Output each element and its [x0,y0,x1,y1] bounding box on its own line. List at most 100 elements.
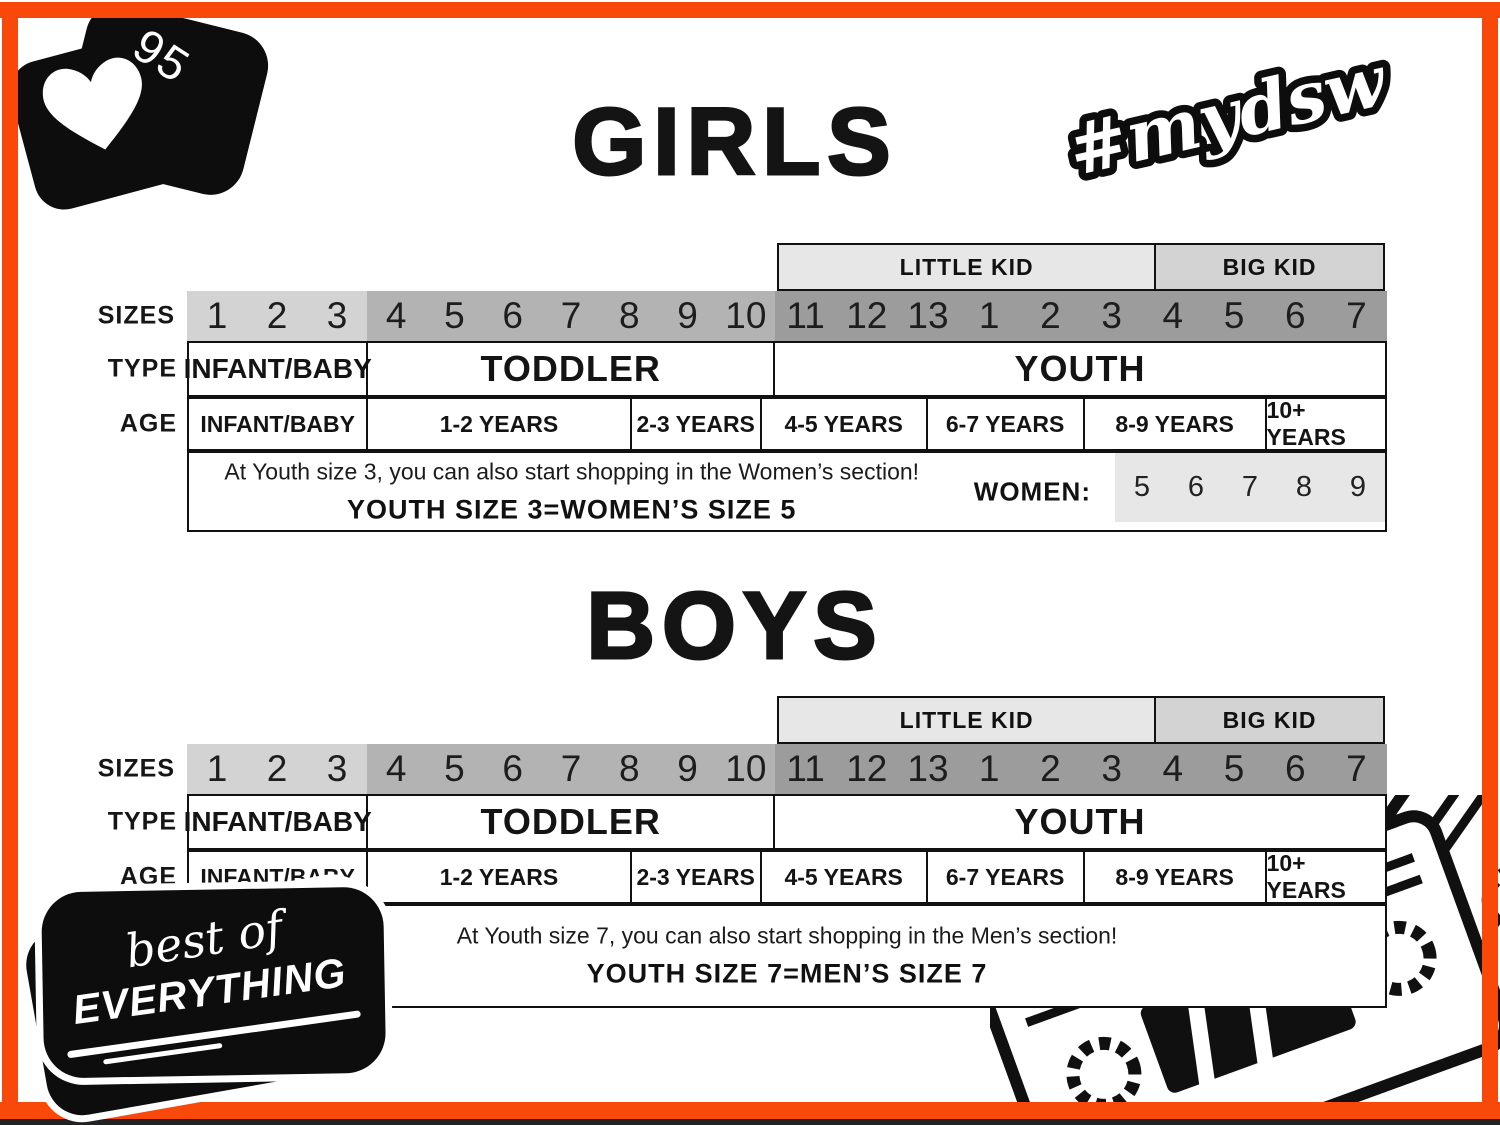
girls-kid-group-row: LITTLE KID BIG KID [187,243,1387,291]
size-cell: 12 [846,295,888,336]
size-cell: 1 [978,295,1000,336]
size-cell: 11 [786,295,825,336]
size-cell: 4 [385,295,407,336]
boys-kid-group-row: LITTLE KID BIG KID [187,696,1387,744]
age-cell: 6-7 YEARS [928,399,1085,449]
size-cell: 13 [907,295,949,336]
women-size-cell: 5 [1133,471,1151,503]
women-size-cell: 7 [1241,471,1259,503]
kid-group-spacer [187,696,777,744]
sizes-row-label: SIZES [97,754,175,783]
age-cell: 4-5 YEARS [762,852,928,902]
mydsw-hashtag-text: #mydsw [1060,38,1395,192]
size-cell: 2 [1040,748,1061,789]
type-cell-youth: YOUTH [1014,348,1146,389]
women-size-cell: 9 [1349,471,1367,503]
size-cell: 6 [502,295,523,336]
size-cell: 1 [206,295,228,336]
size-cell: 5 [444,295,465,336]
boys-note-text: At Youth size 7, you can also start shop… [189,923,1385,990]
girls-note-text: At Youth size 3, you can also start shop… [213,458,931,525]
like-badge: 95 [3,0,276,219]
heart-icon [42,57,142,150]
age-cell: 4-5 YEARS [762,399,928,449]
size-cell: 12 [846,748,888,789]
boys-age-row: AGE INFANT/BABY 1-2 YEARS 2-3 YEARS 4-5 YEA… [120,850,1387,904]
age-cell: INFANT/BABY [189,399,369,449]
type-cell-youth: YOUTH [1014,801,1146,842]
toddler-sizes-group: 4 5 6 7 8 9 10 [367,291,775,341]
size-cell: 13 [907,748,949,789]
girls-section-title: GIRLS [571,88,898,197]
youth-sizes-group: 11 12 13 1 2 3 4 5 6 7 [775,744,1387,794]
boys-section-title: BOYS [585,572,884,681]
type-cell-toddler: TODDLER [368,796,776,848]
type-row-label: TYPE [107,807,177,836]
size-cell: 8 [618,748,640,789]
toddler-sizes-group: 4 5 6 7 8 9 10 [367,744,775,794]
size-cell: 10 [725,748,767,789]
girls-conversion-note: YOUTH SIZE 3=WOMEN’S SIZE 5 [347,494,797,524]
best-of-everything-sticker: best of EVERYTHING [20,872,396,1121]
boys-note-line1: At Youth size 7, you can also start shop… [456,922,1118,949]
size-cell: 1 [978,748,1000,789]
mydsw-logo: #mydsw [1053,31,1403,200]
size-cell: 2 [266,748,288,789]
size-cell: 6 [1284,748,1306,789]
women-sizes-panel: 5 6 7 8 9 [1115,453,1385,522]
frame-border-top [0,2,1500,18]
size-cell: 2 [1040,295,1061,336]
size-cell: 11 [786,748,825,789]
age-cell: 8-9 YEARS [1085,399,1267,449]
size-cell: 5 [444,748,465,789]
girls-age-row: AGE INFANT/BABY 1-2 YEARS 2-3 YEARS 4-5 YEA… [120,397,1387,451]
age-cell: 2-3 YEARS [632,852,762,902]
age-cell: 1-2 YEARS [368,399,632,449]
age-row-label: AGE [119,862,177,891]
boys-conversion-note: YOUTH SIZE 7=MEN’S SIZE 7 [586,958,988,989]
size-cell: 5 [1223,748,1245,789]
girls-note-row: At Youth size 3, you can also start shop… [187,451,1387,532]
girls-type-row: TYPE INFANT/BABY TODDLER YOUTH [108,341,1387,397]
size-cell: 9 [677,295,698,336]
size-cell: 7 [1346,295,1367,336]
sizes-row-label: SIZES [97,301,175,330]
age-cell: 1-2 YEARS [368,852,632,902]
size-cell: 4 [385,748,407,789]
women-size-cell: 8 [1295,471,1313,503]
size-cell: 5 [1223,295,1245,336]
size-cell: 10 [725,295,767,336]
size-cell: 3 [326,748,348,789]
girls-note-line1: At Youth size 3, you can also start shop… [224,458,920,484]
type-cell-infant: INFANT/BABY [184,796,372,848]
page-bottom-edge [0,1119,1500,1125]
size-cell: 1 [206,748,228,789]
age-row-label: AGE [119,409,177,438]
age-cell: 10+ YEARS [1266,397,1346,450]
youth-sizes-group: 11 12 13 1 2 3 4 5 6 7 [775,291,1387,341]
size-cell: 8 [618,295,640,336]
boys-type-row: TYPE INFANT/BABY TODDLER YOUTH [108,794,1387,850]
type-cell-infant: INFANT/BABY [184,343,372,395]
size-cell: 3 [326,295,348,336]
big-kid-header: BIG KID [1154,243,1385,291]
size-cell: 9 [677,748,698,789]
boys-note-row: At Youth size 7, you can also start shop… [187,904,1387,1008]
size-cell: 7 [1346,748,1367,789]
size-cell: 2 [266,295,288,336]
sticker-text: best of EVERYTHING [24,872,396,1120]
frame-border-right [1482,2,1498,1119]
size-cell: 4 [1162,295,1184,336]
age-cell: 10+ YEARS [1266,850,1346,903]
size-cell: 3 [1101,748,1122,789]
size-cell: 3 [1101,295,1122,336]
frame-border-left [2,2,18,1119]
size-cell: 6 [502,748,523,789]
